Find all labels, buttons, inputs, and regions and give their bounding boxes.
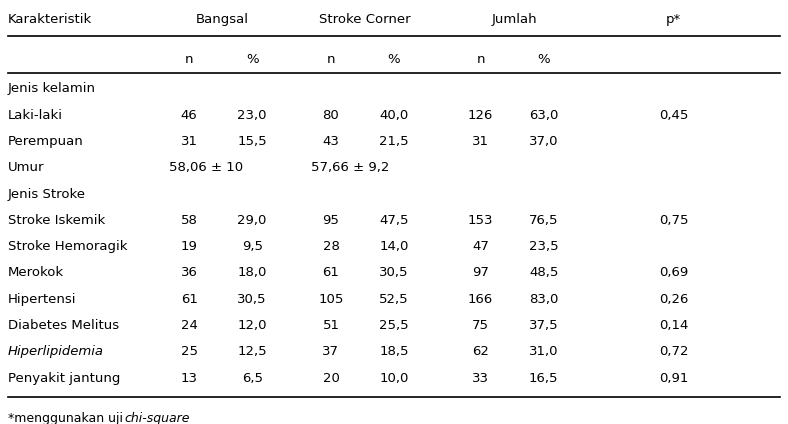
Text: Jenis Stroke: Jenis Stroke — [8, 187, 86, 201]
Text: %: % — [388, 53, 400, 67]
Text: 13: 13 — [180, 371, 198, 385]
Text: 0,26: 0,26 — [659, 293, 689, 306]
Text: Stroke Corner: Stroke Corner — [318, 13, 411, 26]
Text: 36: 36 — [180, 266, 198, 279]
Text: 0,14: 0,14 — [659, 319, 689, 332]
Text: *menggunakan uji: *menggunakan uji — [8, 412, 127, 424]
Text: 97: 97 — [472, 266, 489, 279]
Text: Jumlah: Jumlah — [492, 13, 537, 26]
Text: 0,69: 0,69 — [659, 266, 689, 279]
Text: Karakteristik: Karakteristik — [8, 13, 92, 26]
Text: 25,5: 25,5 — [379, 319, 409, 332]
Text: 58: 58 — [180, 214, 198, 227]
Text: 37: 37 — [322, 345, 340, 358]
Text: 126: 126 — [468, 109, 493, 122]
Text: 80: 80 — [322, 109, 340, 122]
Text: 76,5: 76,5 — [529, 214, 559, 227]
Text: 57,66 ± 9,2: 57,66 ± 9,2 — [311, 161, 389, 174]
Text: 51: 51 — [322, 319, 340, 332]
Text: 29,0: 29,0 — [237, 214, 267, 227]
Text: n: n — [185, 53, 193, 67]
Text: 18,5: 18,5 — [379, 345, 409, 358]
Text: 20: 20 — [322, 371, 340, 385]
Text: chi-square: chi-square — [125, 412, 190, 424]
Text: 63,0: 63,0 — [529, 109, 559, 122]
Text: 46: 46 — [180, 109, 198, 122]
Text: 31,0: 31,0 — [529, 345, 559, 358]
Text: 6,5: 6,5 — [242, 371, 262, 385]
Text: 9,5: 9,5 — [242, 240, 262, 253]
Text: 75: 75 — [472, 319, 489, 332]
Text: 52,5: 52,5 — [379, 293, 409, 306]
Text: Bangsal: Bangsal — [196, 13, 249, 26]
Text: Merokok: Merokok — [8, 266, 64, 279]
Text: 0,75: 0,75 — [659, 214, 689, 227]
Text: n: n — [477, 53, 485, 67]
Text: 0,45: 0,45 — [659, 109, 689, 122]
Text: Hipertensi: Hipertensi — [8, 293, 76, 306]
Text: 31: 31 — [180, 135, 198, 148]
Text: 16,5: 16,5 — [529, 371, 559, 385]
Text: Hiperlipidemia: Hiperlipidemia — [8, 345, 104, 358]
Text: %: % — [246, 53, 258, 67]
Text: %: % — [537, 53, 550, 67]
Text: Stroke Hemoragik: Stroke Hemoragik — [8, 240, 128, 253]
Text: Stroke Iskemik: Stroke Iskemik — [8, 214, 105, 227]
Text: p*: p* — [666, 13, 682, 26]
Text: 24: 24 — [180, 319, 198, 332]
Text: 23,5: 23,5 — [529, 240, 559, 253]
Text: 58,06 ± 10: 58,06 ± 10 — [169, 161, 243, 174]
Text: 37,0: 37,0 — [529, 135, 559, 148]
Text: 19: 19 — [180, 240, 198, 253]
Text: Perempuan: Perempuan — [8, 135, 84, 148]
Text: 166: 166 — [468, 293, 493, 306]
Text: Diabetes Melitus: Diabetes Melitus — [8, 319, 119, 332]
Text: 48,5: 48,5 — [529, 266, 559, 279]
Text: 83,0: 83,0 — [529, 293, 559, 306]
Text: 37,5: 37,5 — [529, 319, 559, 332]
Text: 61: 61 — [322, 266, 340, 279]
Text: 30,5: 30,5 — [237, 293, 267, 306]
Text: 31: 31 — [472, 135, 489, 148]
Text: 15,5: 15,5 — [237, 135, 267, 148]
Text: Laki-laki: Laki-laki — [8, 109, 63, 122]
Text: 10,0: 10,0 — [379, 371, 409, 385]
Text: 25: 25 — [180, 345, 198, 358]
Text: 21,5: 21,5 — [379, 135, 409, 148]
Text: 18,0: 18,0 — [237, 266, 267, 279]
Text: 47,5: 47,5 — [379, 214, 409, 227]
Text: 14,0: 14,0 — [379, 240, 409, 253]
Text: 105: 105 — [318, 293, 344, 306]
Text: 0,72: 0,72 — [659, 345, 689, 358]
Text: Umur: Umur — [8, 161, 44, 174]
Text: 62: 62 — [472, 345, 489, 358]
Text: Jenis kelamin: Jenis kelamin — [8, 82, 96, 95]
Text: 61: 61 — [180, 293, 198, 306]
Text: 12,5: 12,5 — [237, 345, 267, 358]
Text: 40,0: 40,0 — [379, 109, 409, 122]
Text: 23,0: 23,0 — [237, 109, 267, 122]
Text: 33: 33 — [472, 371, 489, 385]
Text: 153: 153 — [468, 214, 493, 227]
Text: 47: 47 — [472, 240, 489, 253]
Text: 28: 28 — [322, 240, 340, 253]
Text: 30,5: 30,5 — [379, 266, 409, 279]
Text: 43: 43 — [322, 135, 340, 148]
Text: 12,0: 12,0 — [237, 319, 267, 332]
Text: 95: 95 — [322, 214, 340, 227]
Text: Penyakit jantung: Penyakit jantung — [8, 371, 121, 385]
Text: 0,91: 0,91 — [659, 371, 689, 385]
Text: n: n — [327, 53, 335, 67]
